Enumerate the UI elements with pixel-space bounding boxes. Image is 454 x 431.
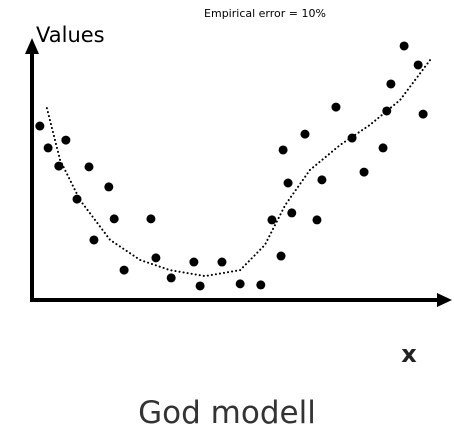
data-point xyxy=(43,143,53,153)
chart-title: God modell xyxy=(138,395,316,431)
data-point xyxy=(300,129,310,139)
data-point xyxy=(317,175,327,185)
data-point xyxy=(378,143,388,153)
data-point xyxy=(189,257,199,267)
data-point xyxy=(104,182,114,192)
data-point xyxy=(278,145,288,155)
data-point xyxy=(235,279,245,289)
data-point xyxy=(413,60,423,70)
data-point xyxy=(72,194,82,204)
annotation: Empirical error = 10% xyxy=(204,7,326,20)
data-point xyxy=(146,214,156,224)
trend-line xyxy=(45,59,432,278)
data-point xyxy=(35,121,45,131)
data-point xyxy=(84,162,94,172)
data-point xyxy=(89,235,99,245)
data-point xyxy=(382,106,392,116)
y-axis-label: Values xyxy=(36,23,105,47)
data-point xyxy=(256,280,266,290)
data-point xyxy=(359,167,369,177)
data-point xyxy=(287,208,297,218)
data-point xyxy=(151,253,161,263)
data-point xyxy=(217,257,227,267)
data-point xyxy=(331,102,341,112)
y-axis-arrow xyxy=(25,38,39,54)
data-point xyxy=(386,79,396,89)
data-point xyxy=(418,109,428,119)
data-point xyxy=(195,281,205,291)
data-point xyxy=(119,265,129,275)
data-point xyxy=(61,135,71,145)
x-axis-arrow xyxy=(437,293,452,307)
data-point xyxy=(399,41,409,51)
data-point xyxy=(276,251,286,261)
data-point xyxy=(267,215,277,225)
data-point xyxy=(109,214,119,224)
data-point xyxy=(283,178,293,188)
x-axis-label: x xyxy=(401,340,417,368)
data-point xyxy=(166,273,176,283)
data-point xyxy=(312,215,322,225)
